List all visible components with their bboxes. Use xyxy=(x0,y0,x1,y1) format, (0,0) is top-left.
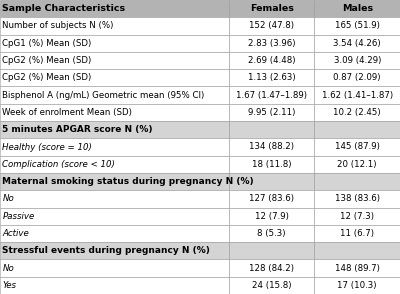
Bar xyxy=(229,35,314,52)
Text: 145 (87.9): 145 (87.9) xyxy=(335,143,380,151)
Bar xyxy=(0,138,229,156)
Bar xyxy=(0,69,229,86)
Text: Passive: Passive xyxy=(2,212,35,221)
Bar xyxy=(0,121,229,138)
Text: Healthy (score = 10): Healthy (score = 10) xyxy=(2,143,92,151)
Bar xyxy=(0,86,229,104)
Bar xyxy=(0,208,229,225)
Text: 3.09 (4.29): 3.09 (4.29) xyxy=(334,56,381,65)
Bar xyxy=(314,242,400,259)
Text: 18 (11.8): 18 (11.8) xyxy=(252,160,291,169)
Text: 2.69 (4.48): 2.69 (4.48) xyxy=(248,56,295,65)
Bar xyxy=(229,173,314,190)
Bar xyxy=(314,52,400,69)
Bar xyxy=(0,52,229,69)
Text: Complication (score < 10): Complication (score < 10) xyxy=(2,160,115,169)
Bar xyxy=(229,225,314,242)
Bar xyxy=(314,156,400,173)
Text: 11 (6.7): 11 (6.7) xyxy=(340,229,374,238)
Bar xyxy=(0,104,229,121)
Bar xyxy=(314,17,400,35)
Bar xyxy=(229,259,314,277)
Bar xyxy=(229,156,314,173)
Bar xyxy=(229,69,314,86)
Text: Females: Females xyxy=(250,4,294,13)
Text: Yes: Yes xyxy=(2,281,16,290)
Bar xyxy=(229,242,314,259)
Text: 127 (83.6): 127 (83.6) xyxy=(249,194,294,203)
Bar xyxy=(229,121,314,138)
Bar xyxy=(314,277,400,294)
Text: Maternal smoking status during pregnancy N (%): Maternal smoking status during pregnancy… xyxy=(2,177,254,186)
Text: 0.87 (2.09): 0.87 (2.09) xyxy=(334,73,381,82)
Text: Bisphenol A (ng/mL) Geometric mean (95% CI): Bisphenol A (ng/mL) Geometric mean (95% … xyxy=(2,91,205,100)
Text: 128 (84.2): 128 (84.2) xyxy=(249,263,294,273)
Bar xyxy=(229,0,314,17)
Text: Stressful events during pregnancy N (%): Stressful events during pregnancy N (%) xyxy=(2,246,210,255)
Bar xyxy=(314,208,400,225)
Text: 20 (12.1): 20 (12.1) xyxy=(338,160,377,169)
Bar xyxy=(229,104,314,121)
Text: 134 (88.2): 134 (88.2) xyxy=(249,143,294,151)
Bar xyxy=(314,138,400,156)
Bar xyxy=(314,121,400,138)
Text: 138 (83.6): 138 (83.6) xyxy=(335,194,380,203)
Text: 17 (10.3): 17 (10.3) xyxy=(338,281,377,290)
Text: 8 (5.3): 8 (5.3) xyxy=(257,229,286,238)
Text: Active: Active xyxy=(2,229,29,238)
Bar xyxy=(0,17,229,35)
Text: No: No xyxy=(2,263,14,273)
Bar xyxy=(229,277,314,294)
Bar xyxy=(314,190,400,208)
Text: Week of enrolment Mean (SD): Week of enrolment Mean (SD) xyxy=(2,108,132,117)
Text: 152 (47.8): 152 (47.8) xyxy=(249,21,294,31)
Bar xyxy=(0,35,229,52)
Bar xyxy=(314,104,400,121)
Text: CpG1 (%) Mean (SD): CpG1 (%) Mean (SD) xyxy=(2,39,92,48)
Bar xyxy=(229,52,314,69)
Text: 12 (7.9): 12 (7.9) xyxy=(255,212,288,221)
Text: CpG2 (%) Mean (SD): CpG2 (%) Mean (SD) xyxy=(2,56,92,65)
Bar xyxy=(314,225,400,242)
Text: CpG2 (%) Mean (SD): CpG2 (%) Mean (SD) xyxy=(2,73,92,82)
Bar xyxy=(229,17,314,35)
Text: 1.13 (2.63): 1.13 (2.63) xyxy=(248,73,296,82)
Bar xyxy=(314,0,400,17)
Bar xyxy=(0,242,229,259)
Bar xyxy=(0,259,229,277)
Bar xyxy=(0,156,229,173)
Bar xyxy=(229,86,314,104)
Bar xyxy=(229,138,314,156)
Bar xyxy=(0,173,229,190)
Text: 12 (7.3): 12 (7.3) xyxy=(340,212,374,221)
Bar xyxy=(0,190,229,208)
Text: No: No xyxy=(2,194,14,203)
Bar xyxy=(314,259,400,277)
Text: 3.54 (4.26): 3.54 (4.26) xyxy=(333,39,381,48)
Text: Sample Characteristics: Sample Characteristics xyxy=(2,4,126,13)
Bar xyxy=(0,0,229,17)
Bar xyxy=(229,208,314,225)
Text: 148 (89.7): 148 (89.7) xyxy=(335,263,380,273)
Bar xyxy=(314,69,400,86)
Text: 1.62 (1.41–1.87): 1.62 (1.41–1.87) xyxy=(322,91,393,100)
Bar xyxy=(314,35,400,52)
Text: 9.95 (2.11): 9.95 (2.11) xyxy=(248,108,295,117)
Text: 1.67 (1.47–1.89): 1.67 (1.47–1.89) xyxy=(236,91,307,100)
Text: 10.2 (2.45): 10.2 (2.45) xyxy=(333,108,381,117)
Text: 5 minutes APGAR score N (%): 5 minutes APGAR score N (%) xyxy=(2,125,153,134)
Text: 2.83 (3.96): 2.83 (3.96) xyxy=(248,39,295,48)
Text: 24 (15.8): 24 (15.8) xyxy=(252,281,291,290)
Text: Males: Males xyxy=(342,4,373,13)
Text: Number of subjects N (%): Number of subjects N (%) xyxy=(2,21,114,31)
Text: 165 (51.9): 165 (51.9) xyxy=(335,21,380,31)
Bar xyxy=(0,277,229,294)
Bar xyxy=(229,190,314,208)
Bar xyxy=(314,173,400,190)
Bar xyxy=(314,86,400,104)
Bar xyxy=(0,225,229,242)
